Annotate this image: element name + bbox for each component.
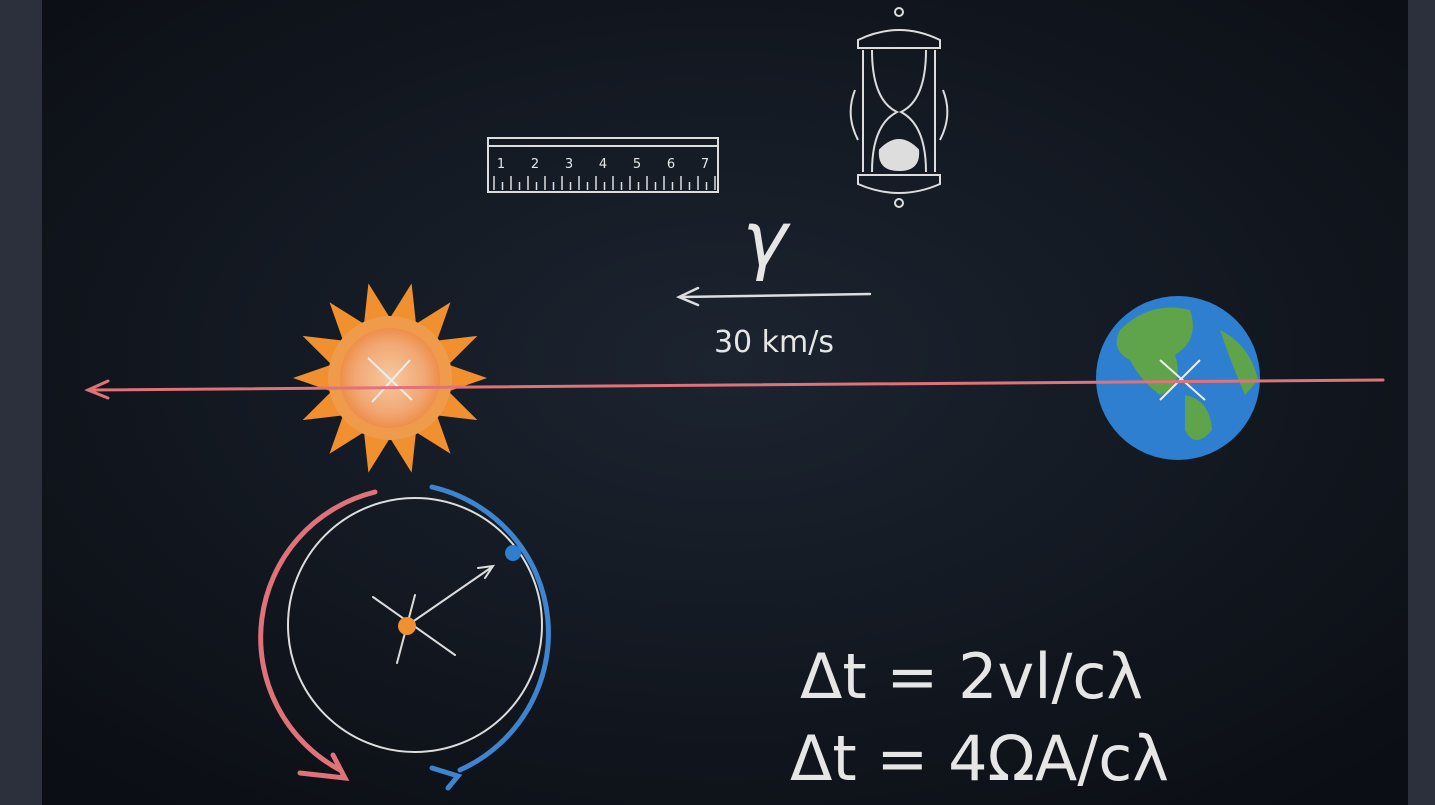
equation: Δt = 2vl/cλ (800, 640, 1143, 713)
sun (293, 283, 487, 473)
ruler-number: 6 (667, 157, 675, 172)
line-of-sight (84, 378, 1385, 400)
ruler-number: 1 (497, 157, 505, 172)
ruler-number: 2 (531, 157, 539, 172)
ruler-number: 4 (599, 157, 607, 172)
velocity-arrow (675, 286, 872, 307)
hourglass (849, 7, 949, 208)
ruler-numbers: 1 2 3 4 5 6 7 (497, 157, 709, 172)
ruler (487, 137, 719, 193)
equation: Δt = 4ΩA/cλ (790, 722, 1169, 795)
orbit-diagram (258, 484, 551, 791)
ruler-number: 7 (701, 157, 709, 172)
speed-label: 30 km/s (714, 325, 834, 360)
ruler-number: 5 (633, 157, 641, 172)
gamma-label: γ (743, 194, 792, 283)
ruler-number: 3 (565, 157, 573, 172)
earth (1096, 296, 1260, 460)
